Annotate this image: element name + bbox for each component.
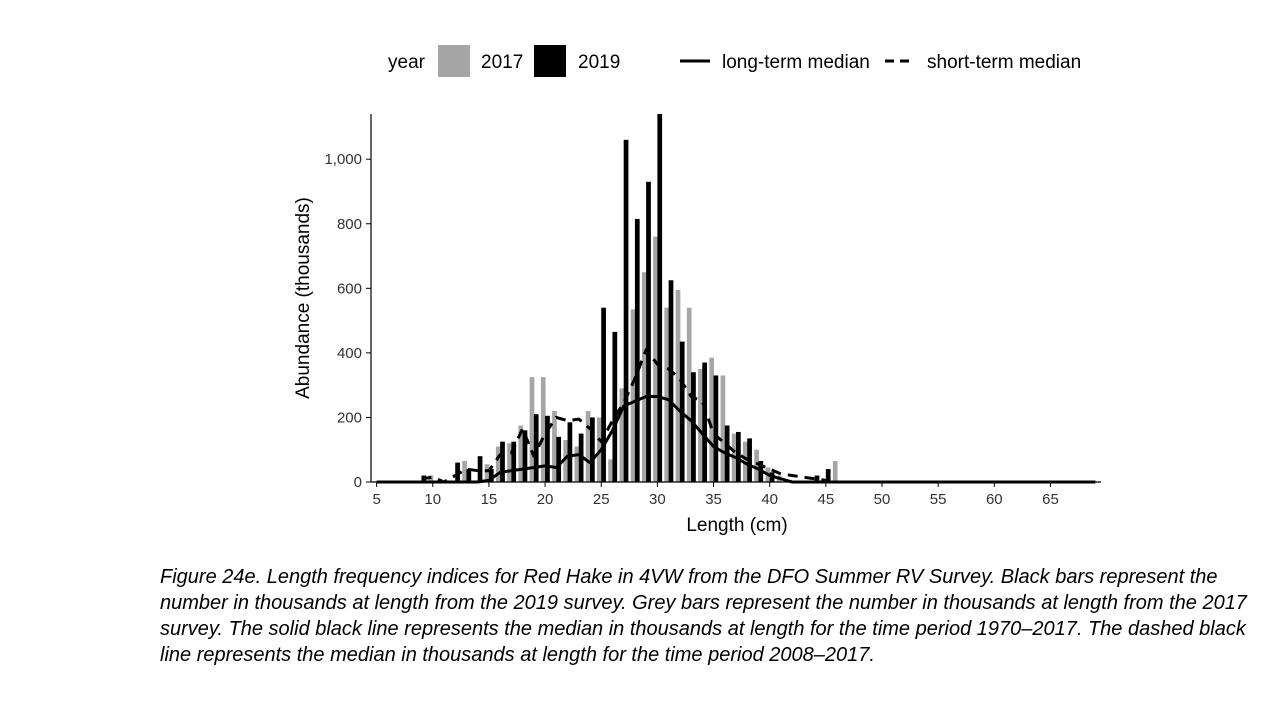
y-tick-label: 200	[337, 409, 362, 426]
chart-legend: year 2017 2019 long-term median short-te…	[388, 45, 1081, 77]
bar-2017-34	[698, 369, 703, 482]
x-tick-label: 15	[481, 491, 498, 508]
bar-2019-18	[522, 430, 528, 482]
bar-2017-16	[495, 446, 501, 482]
bar-2019-45	[825, 469, 831, 482]
bar-2019-25	[601, 307, 606, 482]
y-tick-label: 400	[337, 345, 362, 362]
legend-swatch-2017	[438, 45, 470, 77]
x-tick-label: 10	[424, 491, 441, 508]
line-short-term-median	[421, 348, 827, 484]
bar-2017-28	[630, 309, 636, 482]
y-tick-label: 600	[337, 280, 362, 297]
x-tick-label: 35	[705, 491, 722, 508]
x-tick-label: 45	[818, 491, 835, 508]
y-tick-label: 0	[354, 474, 362, 491]
y-axis-title: Abundance (thousands)	[293, 197, 314, 399]
y-axis-ticks: 0 200 400 600 800 1,000	[324, 151, 371, 491]
x-tick-label: 20	[537, 491, 554, 508]
bar-2019-35	[713, 375, 719, 482]
legend-swatch-2019	[534, 45, 566, 77]
bar-2019-28	[634, 218, 640, 482]
legend-label-2017: 2017	[481, 52, 523, 73]
bar-2019-20	[545, 415, 550, 482]
series-2017-bars	[428, 236, 838, 482]
y-tick-label: 1,000	[324, 151, 362, 168]
x-tick-label: 30	[649, 491, 666, 508]
bar-2017-23	[574, 446, 580, 482]
bar-2019-17	[511, 441, 517, 482]
bar-2017-21	[552, 410, 557, 482]
x-axis-ticks: 5 10 15 20 25 30 35 40 45 50 55 60 65	[372, 482, 1059, 508]
bar-2017-26	[608, 459, 613, 482]
plot-area	[376, 114, 1096, 484]
x-axis-title: Length (cm)	[686, 515, 787, 536]
bar-2019-31	[668, 280, 674, 482]
length-frequency-chart: year 2017 2019 long-term median short-te…	[293, 45, 1101, 536]
legend-label-2019: 2019	[578, 52, 620, 73]
bar-2019-29	[646, 181, 651, 483]
bar-2019-22	[567, 422, 573, 482]
bar-2017-35	[709, 357, 715, 482]
bar-2017-17	[507, 443, 512, 482]
bar-2017-20	[540, 377, 546, 482]
bar-2017-39	[754, 449, 759, 482]
bar-2017-29	[641, 272, 647, 482]
bar-2019-16	[500, 441, 505, 482]
series-2019-bars	[421, 114, 831, 483]
bar-2019-24	[590, 417, 595, 482]
bar-2019-26	[612, 331, 618, 482]
bar-2019-14	[477, 456, 483, 482]
legend-label-short-term-median: short-term median	[927, 52, 1081, 73]
bar-2019-19	[533, 414, 539, 482]
x-tick-label: 60	[986, 491, 1003, 508]
bar-2017-31	[664, 307, 670, 482]
bar-2019-27	[623, 139, 629, 482]
bar-2019-21	[556, 436, 562, 482]
x-tick-label: 55	[930, 491, 947, 508]
bar-2019-34	[702, 362, 708, 482]
bar-2017-15	[484, 464, 490, 482]
x-tick-label: 40	[761, 491, 778, 508]
y-tick-label: 800	[337, 216, 362, 233]
bar-2019-15	[488, 469, 494, 482]
line-long-term-median	[376, 395, 1096, 484]
x-tick-label: 50	[874, 491, 891, 508]
bar-2017-13	[462, 461, 467, 482]
bar-2017-19	[529, 377, 535, 482]
bar-2019-33	[691, 372, 696, 482]
bar-2017-27	[619, 388, 625, 482]
bar-2019-37	[736, 431, 741, 482]
figure-caption: Figure 24e. Length frequency indices for…	[160, 566, 1247, 666]
bar-2017-46	[832, 461, 838, 482]
x-tick-label: 65	[1042, 491, 1059, 508]
bar-2019-44	[814, 475, 820, 482]
bar-2017-18	[518, 425, 524, 482]
bar-2017-32	[675, 289, 681, 482]
bar-2019-30	[657, 114, 663, 482]
bar-2017-24	[585, 410, 591, 482]
bar-2017-36	[720, 375, 726, 482]
legend-title: year	[388, 52, 426, 73]
bar-2019-12	[455, 462, 460, 482]
bar-2019-13	[466, 469, 472, 482]
legend-label-long-term-median: long-term median	[722, 52, 870, 73]
x-tick-label: 5	[372, 491, 380, 508]
x-tick-label: 25	[593, 491, 610, 508]
bar-2017-22	[563, 440, 569, 482]
